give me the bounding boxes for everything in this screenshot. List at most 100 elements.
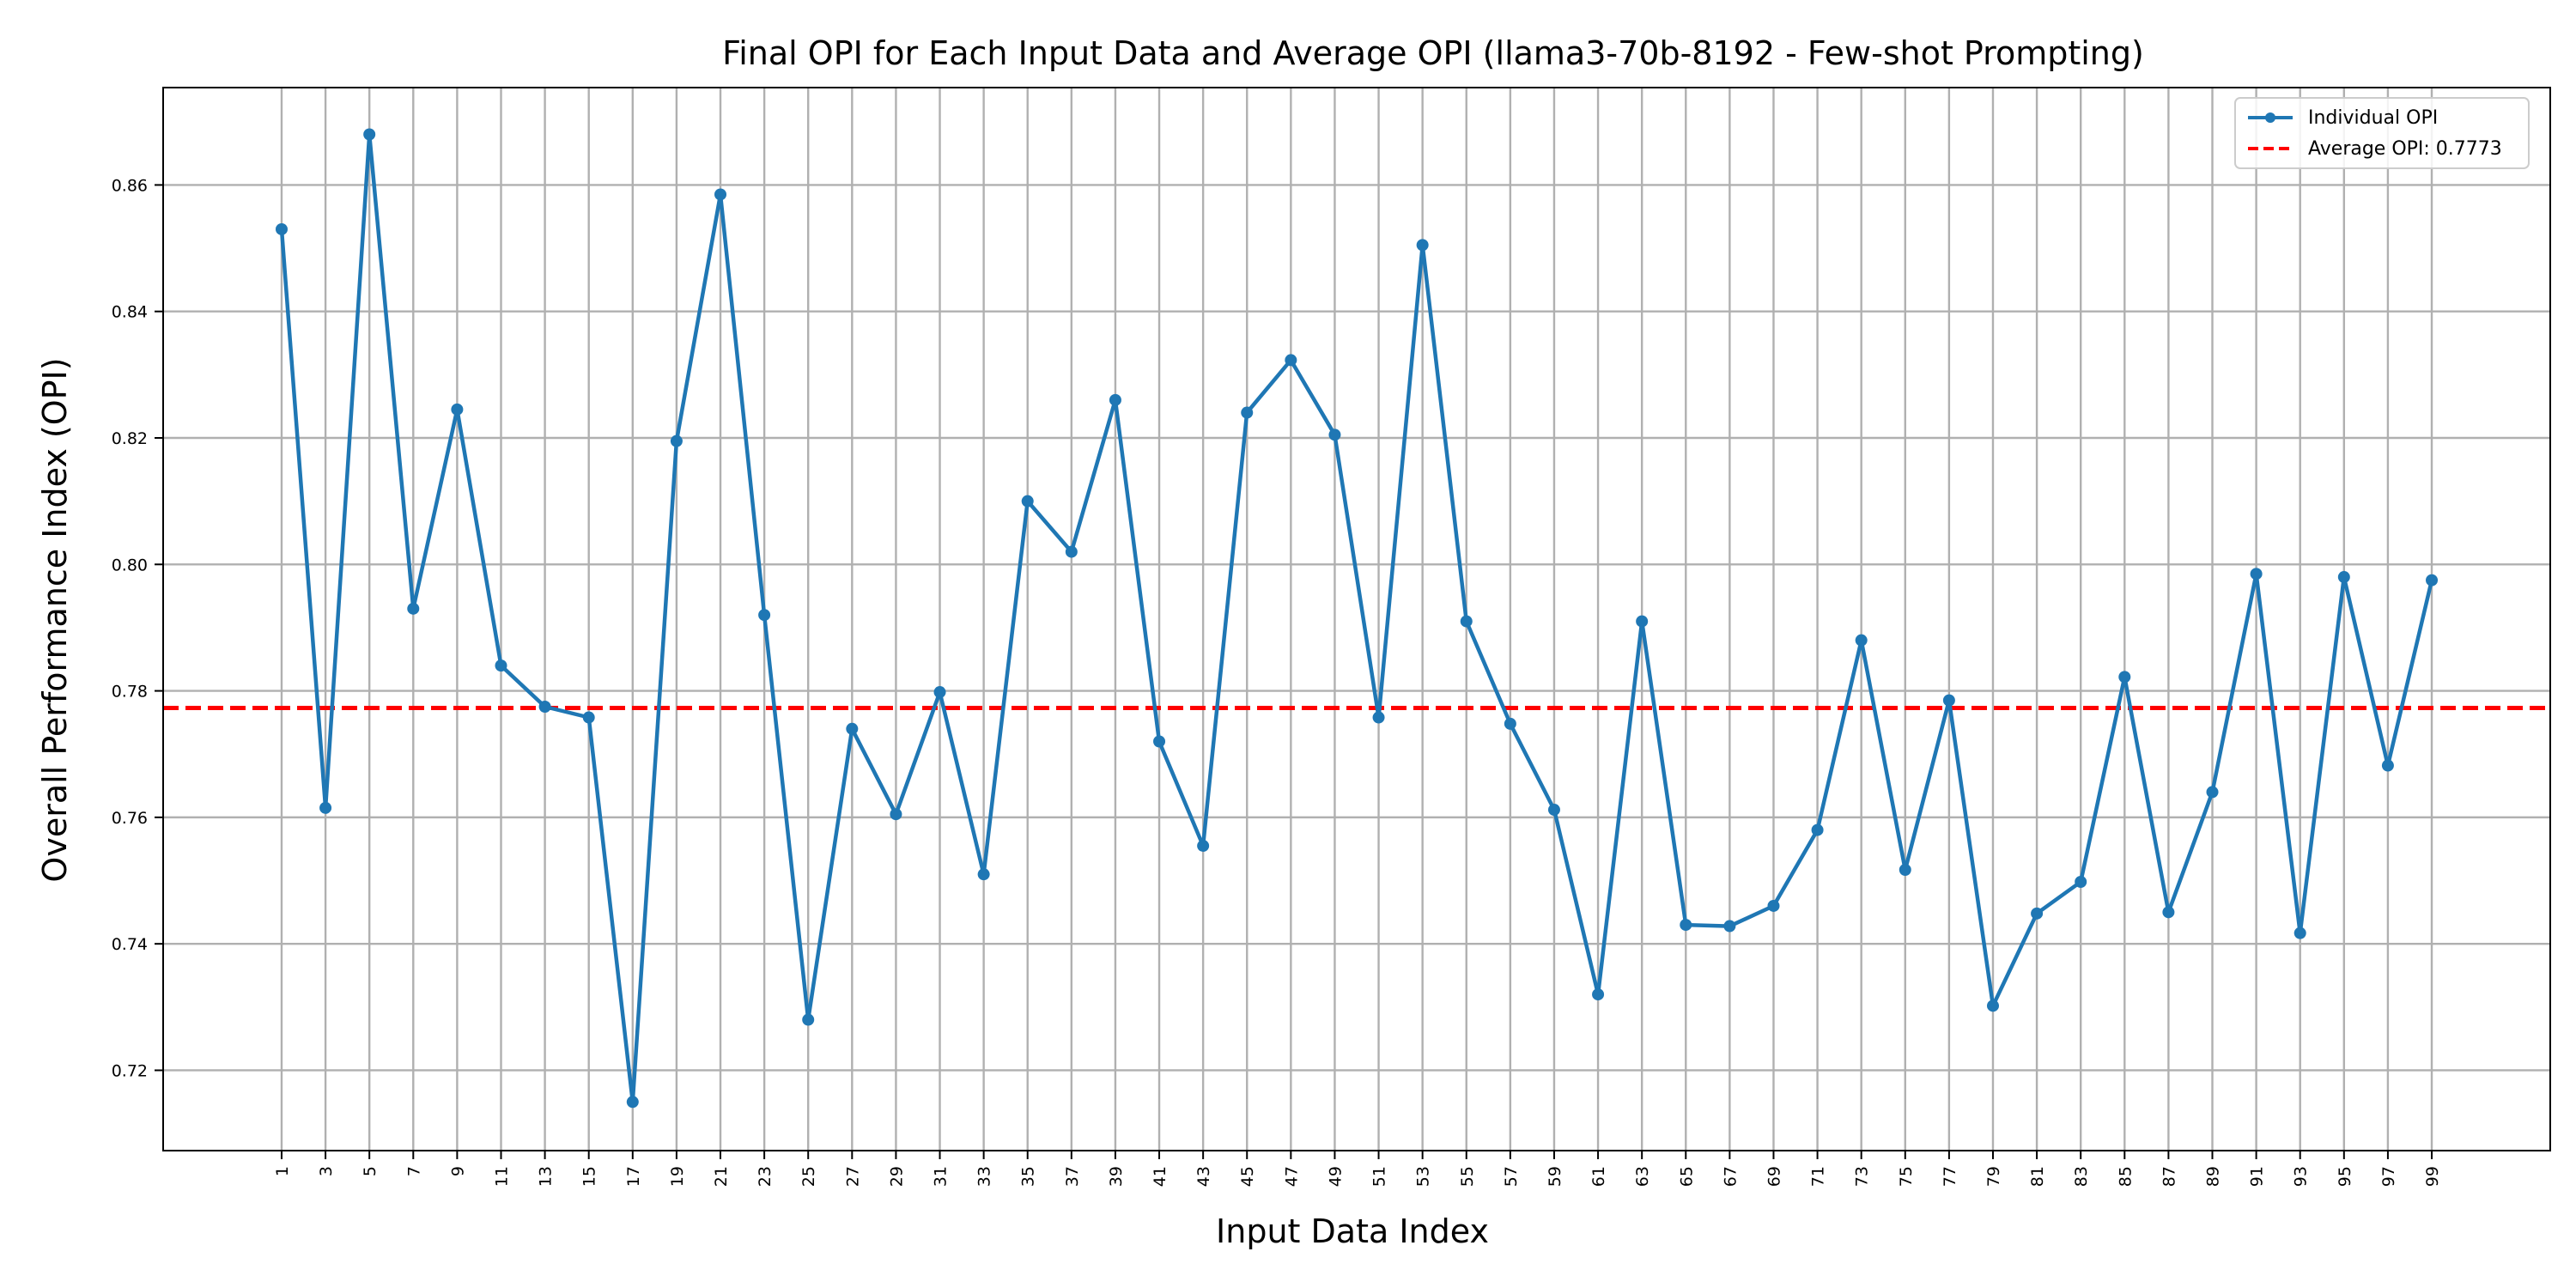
data-point-31: [933, 686, 946, 699]
data-point-29: [890, 808, 902, 821]
x-tick-label-47: 47: [1282, 1166, 1301, 1187]
data-point-25: [802, 1013, 815, 1026]
data-point-79: [1986, 999, 1999, 1012]
data-point-33: [977, 868, 990, 881]
data-point-69: [1767, 899, 1780, 912]
data-point-71: [1811, 823, 1824, 836]
data-point-53: [1416, 239, 1429, 252]
data-point-7: [407, 602, 420, 615]
x-tick-label-79: 79: [1984, 1166, 2003, 1187]
x-tick-label-99: 99: [2423, 1166, 2442, 1187]
chart-title: Final OPI for Each Input Data and Averag…: [722, 34, 2144, 72]
data-point-55: [1460, 615, 1473, 628]
data-point-49: [1328, 428, 1341, 441]
data-point-73: [1855, 634, 1868, 647]
series-layer: [275, 128, 2439, 1109]
data-point-1: [275, 222, 288, 235]
x-tick-label-67: 67: [1721, 1166, 1740, 1187]
data-point-63: [1636, 615, 1649, 628]
x-axis-title: Input Data Index: [1216, 1212, 1489, 1250]
x-tick-label-95: 95: [2336, 1166, 2354, 1187]
data-point-23: [758, 609, 771, 622]
data-point-89: [2206, 786, 2219, 799]
data-point-13: [538, 701, 551, 714]
data-point-43: [1197, 840, 1210, 853]
data-point-3: [319, 801, 332, 814]
x-tick-label-15: 15: [580, 1166, 599, 1187]
x-tick-label-35: 35: [1019, 1166, 1038, 1187]
x-tick-label-13: 13: [537, 1166, 556, 1187]
x-tick-label-73: 73: [1853, 1166, 1872, 1187]
x-tick-label-83: 83: [2072, 1166, 2091, 1187]
data-point-93: [2293, 927, 2306, 939]
plot-frame: [162, 87, 2551, 1151]
x-tick-label-43: 43: [1194, 1166, 1213, 1187]
data-point-27: [846, 722, 859, 735]
legend-box: [2234, 97, 2530, 169]
x-tick-label-27: 27: [843, 1166, 862, 1187]
x-tick-label-51: 51: [1370, 1166, 1389, 1187]
x-tick-label-49: 49: [1326, 1166, 1345, 1187]
x-tick-label-61: 61: [1589, 1166, 1608, 1187]
data-point-51: [1372, 711, 1385, 724]
legend: Individual OPI Average OPI: 0.7773: [2234, 97, 2530, 169]
data-point-59: [1547, 804, 1560, 817]
x-tick-label-59: 59: [1546, 1166, 1564, 1187]
x-tick-label-65: 65: [1677, 1166, 1696, 1187]
y-tick-label-1: 0.74: [112, 935, 148, 954]
x-tick-label-33: 33: [975, 1166, 994, 1187]
x-tick-label-7: 7: [404, 1166, 423, 1176]
data-point-91: [2250, 568, 2263, 580]
x-tick-label-55: 55: [1458, 1166, 1477, 1187]
data-point-17: [626, 1096, 639, 1109]
x-tick-label-53: 53: [1414, 1166, 1433, 1187]
data-point-75: [1899, 864, 1911, 877]
data-point-97: [2381, 759, 2394, 772]
y-tick-label-6: 0.84: [112, 303, 148, 322]
data-point-57: [1504, 717, 1516, 730]
y-tick-label-5: 0.82: [112, 429, 148, 448]
x-tick-label-75: 75: [1897, 1166, 1916, 1187]
x-tick-label-69: 69: [1765, 1166, 1783, 1187]
x-tick-label-3: 3: [317, 1166, 336, 1176]
x-tick-label-1: 1: [273, 1166, 292, 1176]
x-tick-label-23: 23: [756, 1166, 775, 1187]
data-point-47: [1285, 354, 1297, 367]
x-tick-label-25: 25: [799, 1166, 818, 1187]
data-point-15: [582, 711, 595, 724]
data-point-65: [1680, 919, 1692, 932]
data-point-45: [1241, 406, 1254, 419]
y-axis-title: Overall Performance Index (OPI): [36, 357, 74, 882]
data-point-19: [670, 434, 683, 447]
x-tick-label-45: 45: [1238, 1166, 1257, 1187]
x-tick-label-71: 71: [1809, 1166, 1828, 1187]
legend-label-individual-opi: Individual OPI: [2308, 107, 2438, 129]
y-tick-label-2: 0.76: [112, 809, 148, 828]
x-tick-label-93: 93: [2292, 1166, 2311, 1187]
data-point-21: [714, 188, 727, 201]
x-tick-label-91: 91: [2248, 1166, 2267, 1187]
x-tick-label-85: 85: [2116, 1166, 2135, 1187]
x-axis-ticks: 1 3 5 7 9 11 13 15 17 19 21 23 25 27 29 31 33 35 37 39 41 43 4…: [273, 1151, 2442, 1187]
x-tick-label-5: 5: [361, 1166, 380, 1176]
series-line-individual-opi: [279, 132, 2434, 1104]
x-tick-label-37: 37: [1063, 1166, 1082, 1187]
data-point-37: [1065, 545, 1078, 558]
x-tick-label-97: 97: [2379, 1166, 2398, 1187]
data-point-85: [2118, 671, 2131, 683]
x-tick-label-21: 21: [712, 1166, 731, 1187]
x-tick-label-11: 11: [492, 1166, 511, 1187]
data-point-41: [1153, 735, 1166, 748]
x-tick-label-9: 9: [448, 1166, 467, 1176]
x-tick-label-39: 39: [1107, 1166, 1126, 1187]
x-tick-label-77: 77: [1941, 1166, 1959, 1187]
x-tick-label-19: 19: [668, 1166, 687, 1187]
data-point-67: [1723, 920, 1736, 933]
data-point-99: [2426, 574, 2439, 586]
data-point-83: [2075, 876, 2087, 889]
data-point-5: [363, 128, 376, 141]
y-axis-ticks: 0.72 0.74 0.76 0.78 0.80 0.82 0.84 0.86: [112, 176, 163, 1080]
x-tick-label-17: 17: [624, 1166, 643, 1187]
